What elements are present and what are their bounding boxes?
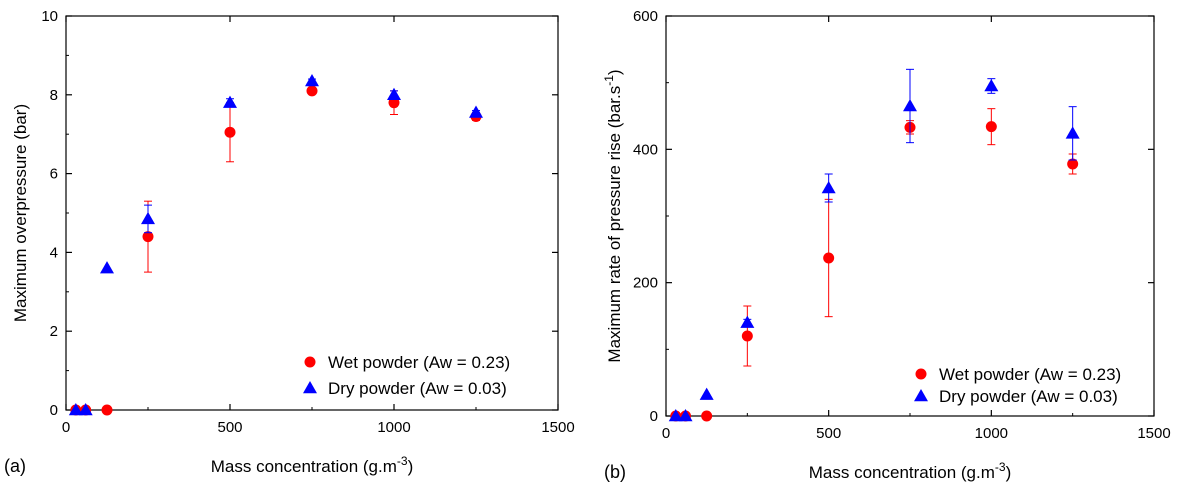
chart-panel-2: 0 500 1000 1500 0 200 400 600 Mass concentration… — [602, 8, 1171, 482]
data-point — [701, 410, 713, 422]
x-tick-label: 1000 — [975, 425, 1008, 442]
legend-label: Dry powder (Aw = 0.03) — [328, 379, 507, 398]
legend-marker — [915, 368, 927, 380]
x-tick-label: 500 — [217, 419, 242, 436]
y-tick-label: 8 — [50, 87, 58, 104]
data-point — [740, 315, 755, 328]
data-point — [78, 403, 93, 416]
x-tick-label: 500 — [816, 425, 841, 442]
y-tick-label: 400 — [633, 141, 658, 158]
data-point — [224, 126, 236, 138]
data-point — [678, 409, 693, 422]
data-point — [223, 95, 237, 108]
legend-marker — [304, 356, 316, 368]
x-axis-title: Mass concentration (g.m-3) — [211, 454, 413, 476]
data-point — [142, 231, 154, 243]
legend-label: Dry powder (Aw = 0.03) — [939, 387, 1118, 406]
series-dry-powder — [68, 74, 483, 416]
y-tick-label: 6 — [50, 166, 58, 183]
legend-label: Wet powder (Aw = 0.23) — [939, 365, 1121, 384]
panel-label: (a) — [4, 456, 26, 476]
chart-panel-1: 0 500 1000 1500 0 2 4 6 8 10 Mass concentration (g… — [4, 8, 575, 476]
legend-label: Wet powder (Aw = 0.23) — [328, 353, 510, 372]
legend: Wet powder (Aw = 0.23) Dry powder (Aw = 0… — [303, 353, 510, 398]
data-point — [903, 99, 917, 112]
panel-label: (b) — [604, 462, 626, 482]
legend-marker — [914, 389, 928, 402]
y-tick-label: 0 — [650, 408, 658, 425]
data-point — [985, 121, 997, 133]
data-point — [821, 181, 836, 194]
data-point — [1067, 158, 1079, 170]
x-tick-label: 1000 — [377, 419, 410, 436]
legend-marker — [303, 381, 317, 394]
data-point — [68, 403, 83, 416]
data-point — [305, 74, 319, 87]
data-point — [823, 252, 835, 264]
data-point — [1065, 126, 1080, 139]
data-point — [741, 330, 753, 342]
y-tick-label: 200 — [633, 275, 658, 292]
x-axis-title: Mass concentration (g.m-3) — [809, 460, 1011, 482]
x-tick-label: 1500 — [541, 419, 574, 436]
data-point — [387, 87, 401, 101]
series-dry-powder — [668, 68, 1080, 422]
y-axis-title: Maximum overpressure (bar) — [11, 104, 30, 322]
data-point — [469, 105, 483, 118]
y-axis-title: Maximum rate of pressure rise (bar.s-1) — [602, 69, 624, 362]
data-point — [101, 404, 113, 416]
x-tick-label: 0 — [62, 419, 70, 436]
y-tick-label: 2 — [50, 323, 58, 340]
x-tick-label: 0 — [662, 425, 670, 442]
data-point — [100, 261, 114, 274]
y-tick-label: 0 — [50, 402, 58, 419]
y-tick-label: 4 — [50, 244, 58, 261]
data-point — [699, 387, 714, 400]
data-point — [668, 409, 683, 422]
data-point — [306, 85, 318, 97]
y-tick-label: 600 — [633, 8, 658, 25]
legend: Wet powder (Aw = 0.23) Dry powder (Aw = 0… — [914, 365, 1121, 406]
x-tick-label: 1500 — [1137, 425, 1170, 442]
y-tick-label: 10 — [41, 8, 58, 25]
data-point — [984, 79, 999, 92]
data-point — [141, 211, 155, 225]
